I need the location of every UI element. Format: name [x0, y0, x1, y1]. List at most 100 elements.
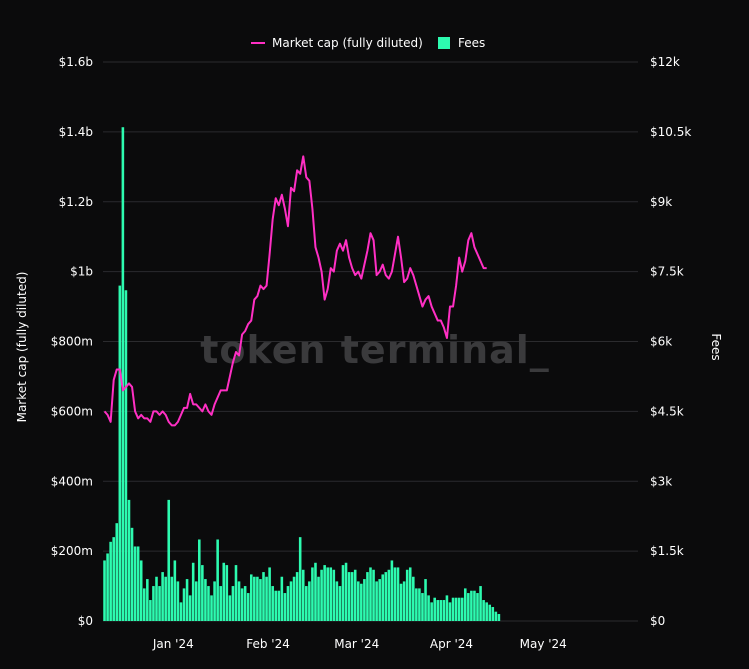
fees-bar [476, 593, 479, 621]
fees-bar [222, 562, 226, 621]
fees-bar [170, 576, 174, 621]
fees-bar [136, 546, 140, 621]
left-tick-label: $1.2b [59, 195, 93, 209]
x-tick-label: May '24 [520, 637, 567, 651]
fees-bar [237, 581, 241, 621]
fees-bar [210, 595, 213, 621]
fees-bar [427, 595, 430, 621]
fees-bar [274, 590, 278, 621]
fees-bar [308, 581, 311, 621]
x-tick-label: Apr '24 [430, 637, 473, 651]
fees-bar [448, 602, 452, 621]
fees-bar [323, 565, 326, 621]
left-tick-label: $800m [51, 335, 93, 349]
fees-bar [433, 597, 436, 621]
fees-bar [289, 581, 293, 621]
fees-bar [225, 565, 229, 621]
fees-bar [347, 572, 351, 621]
fees-bar [130, 527, 134, 621]
fees-bar [445, 595, 449, 621]
fees-bar [146, 579, 149, 621]
fees-bar [329, 567, 333, 621]
fees-bar [338, 586, 342, 621]
fees-bar [418, 588, 421, 621]
fees-bar [216, 539, 219, 621]
fees-bar [451, 597, 455, 621]
fees-bar [412, 576, 415, 621]
fees-bar [387, 569, 391, 621]
fees-bar [439, 600, 443, 621]
fees-bar [179, 602, 183, 621]
fees-bar [182, 588, 186, 621]
fees-bar [430, 602, 433, 621]
fees-bar [479, 586, 482, 621]
fees-bar [353, 569, 357, 621]
fees-bar [198, 539, 201, 621]
fees-bar [262, 572, 265, 621]
legend-item-fees[interactable]: Fees [438, 36, 485, 50]
fees-bar [246, 593, 250, 621]
fees-bar [470, 590, 473, 621]
right-axis-title: Fees [709, 333, 723, 360]
right-tick-label: $12k [650, 55, 680, 69]
left-axis-title: Market cap (fully diluted) [15, 272, 29, 423]
fees-bar [363, 579, 366, 621]
left-axis-ticks: $0 $200m $400m $600m $800m $1b $1.2b $1.4b $1.6b [51, 55, 93, 628]
fees-bar [283, 593, 287, 621]
fees-bar [393, 567, 397, 621]
right-tick-label: $0 [650, 614, 665, 628]
fees-bar [103, 560, 106, 621]
fees-bar [317, 576, 320, 621]
fees-bar [268, 567, 271, 621]
fees-bar [396, 567, 400, 621]
fees-bar [121, 127, 125, 621]
fees-bar [405, 569, 409, 621]
fees-bar [375, 581, 378, 621]
x-axis-ticks: Jan '24 Feb '24 Mar '24 Apr '24 May '24 [152, 637, 567, 651]
fees-bar [415, 588, 418, 621]
fees-bar [277, 590, 281, 621]
legend-item-market-cap[interactable]: Market cap (fully diluted) [251, 36, 423, 50]
right-tick-label: $1.5k [650, 544, 684, 558]
x-tick-label: Feb '24 [246, 637, 290, 651]
fees-bar [155, 576, 158, 621]
fees-bar [188, 595, 192, 621]
fees-bar [320, 569, 323, 621]
fees-bar [457, 597, 461, 621]
right-tick-label: $10.5k [650, 125, 691, 139]
fees-bar [381, 574, 385, 621]
right-tick-label: $6k [650, 335, 672, 349]
fees-bar [280, 576, 284, 621]
fees-bar [408, 567, 412, 621]
right-tick-label: $9k [650, 195, 672, 209]
gridlines [103, 61, 638, 622]
fees-bar [344, 562, 348, 621]
fees-bar [360, 583, 363, 621]
fees-bar [240, 588, 244, 621]
fees-bar [311, 567, 314, 621]
fees-bar [402, 581, 406, 621]
fees-bar [176, 581, 180, 621]
right-tick-label: $4.5k [650, 404, 684, 418]
fees-bar [399, 583, 403, 621]
fees-bar [314, 562, 317, 621]
fees-bar [234, 565, 238, 621]
fees-bar [228, 595, 232, 621]
fees-bar [231, 586, 235, 621]
fees-bars [103, 127, 501, 621]
fees-bar [112, 537, 115, 621]
fees-bar [436, 600, 440, 621]
fees-bar [341, 565, 345, 621]
fees-bar [243, 586, 247, 621]
fees-bar [213, 581, 216, 621]
right-tick-label: $7.5k [650, 265, 684, 279]
fees-bar [152, 586, 155, 621]
fees-bar [298, 537, 302, 621]
fees-bar [454, 597, 458, 621]
fees-bar [109, 541, 112, 621]
legend-bar-swatch [438, 37, 450, 49]
x-tick-label: Mar '24 [334, 637, 379, 651]
fees-bar [463, 588, 467, 621]
